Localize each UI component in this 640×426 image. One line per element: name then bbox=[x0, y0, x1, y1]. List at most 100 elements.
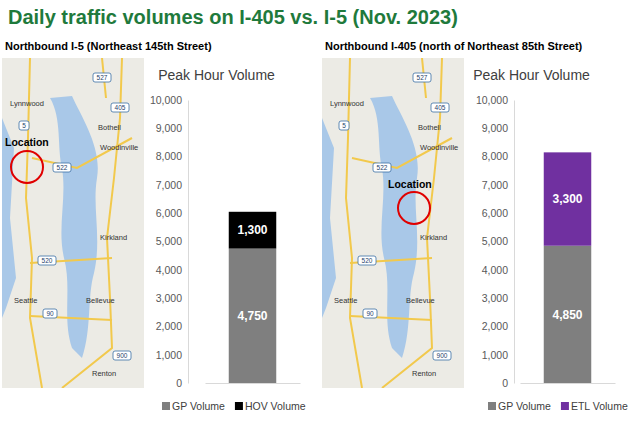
legend-swatch bbox=[488, 402, 496, 410]
panel-heading: Northbound I-405 (north of Northeast 85t… bbox=[325, 40, 583, 52]
legend-swatch bbox=[561, 402, 569, 410]
y-tick: 3,000 bbox=[482, 292, 514, 304]
highway bbox=[30, 316, 112, 320]
city-label: Bothell bbox=[98, 123, 121, 132]
y-tick-label: 0 bbox=[502, 377, 508, 389]
y-tick-label: 4,000 bbox=[156, 264, 182, 276]
y-tick-label: 10,000 bbox=[150, 94, 182, 106]
legend: GP VolumeETL Volume bbox=[488, 400, 628, 412]
y-tick-label: 8,000 bbox=[156, 150, 182, 162]
y-tick: 5,000 bbox=[482, 235, 514, 247]
y-tick: 6,000 bbox=[156, 207, 188, 219]
y-tick-label: 10,000 bbox=[476, 94, 508, 106]
y-axis: 0 1,000 2,000 3,000 4,000 5,000 6,000 7,000 8,00… bbox=[150, 94, 189, 389]
y-tick: 8,000 bbox=[156, 150, 188, 162]
city-label: Seattle bbox=[334, 296, 357, 305]
route-label: 900 bbox=[117, 352, 128, 359]
city-label: Renton bbox=[92, 369, 116, 378]
bars bbox=[544, 152, 592, 383]
route-label: 522 bbox=[57, 164, 68, 171]
city-label: Lynnwood bbox=[10, 99, 44, 108]
y-tick: 2,000 bbox=[156, 320, 188, 332]
data-labels: 4,750 1,300 bbox=[237, 223, 267, 323]
y-tick-label: 6,000 bbox=[156, 207, 182, 219]
x-axis-line bbox=[521, 383, 616, 384]
map-background bbox=[2, 58, 144, 388]
route-shield bbox=[358, 256, 376, 265]
y-tick: 1,000 bbox=[156, 349, 188, 361]
data-label: 1,300 bbox=[237, 223, 267, 237]
y-tick: 6,000 bbox=[482, 207, 514, 219]
highway bbox=[350, 258, 432, 263]
route-label: 520 bbox=[42, 257, 53, 264]
y-tick-label: 7,000 bbox=[156, 179, 182, 191]
y-tick: 1,000 bbox=[482, 349, 514, 361]
y-tick-label: 2,000 bbox=[156, 320, 182, 332]
y-tick: 0 bbox=[502, 377, 514, 389]
route-shield bbox=[363, 309, 377, 318]
highway bbox=[350, 316, 432, 320]
y-tick: 10,000 bbox=[150, 94, 188, 106]
map-background bbox=[322, 58, 464, 388]
y-tick-label: 1,000 bbox=[156, 349, 182, 361]
bars bbox=[229, 212, 277, 383]
y-tick: 4,000 bbox=[156, 264, 188, 276]
y-tick-label: 4,000 bbox=[482, 264, 508, 276]
route-shield bbox=[431, 103, 449, 112]
route-shield bbox=[433, 351, 451, 360]
data-label: 4,750 bbox=[237, 309, 267, 323]
y-tick-label: 5,000 bbox=[156, 235, 182, 247]
y-tick: 5,000 bbox=[156, 235, 188, 247]
city-label: Kirkland bbox=[420, 233, 447, 242]
map-base: 527405552252090900 bbox=[322, 58, 464, 388]
route-label: 405 bbox=[435, 104, 446, 111]
bar-segment bbox=[544, 152, 592, 245]
route-shield bbox=[413, 73, 431, 82]
legend-label: HOV Volume bbox=[245, 400, 306, 412]
city-label: Kirkland bbox=[100, 233, 127, 242]
y-tick: 10,000 bbox=[476, 94, 514, 106]
y-tick-label: 5,000 bbox=[482, 235, 508, 247]
legend-swatch bbox=[162, 402, 170, 410]
legend-label: ETL Volume bbox=[571, 400, 628, 412]
page-title: Daily traffic volumes on I-405 vs. I-5 (… bbox=[8, 6, 458, 28]
chart-title: Peak Hour Volume bbox=[473, 67, 590, 83]
location-circle bbox=[398, 192, 430, 224]
y-tick: 8,000 bbox=[482, 150, 514, 162]
city-label: Renton bbox=[412, 369, 436, 378]
route-label: 520 bbox=[362, 257, 373, 264]
y-axis-line bbox=[514, 101, 515, 384]
city-label: Woodinville bbox=[420, 143, 458, 152]
route-shield bbox=[38, 256, 56, 265]
y-tick-label: 0 bbox=[176, 377, 182, 389]
puget-sound bbox=[2, 118, 16, 318]
route-label: 5 bbox=[342, 122, 346, 129]
y-axis: 0 1,000 2,000 3,000 4,000 5,000 6,000 7,000 8,00… bbox=[476, 94, 515, 389]
route-label: 522 bbox=[377, 164, 388, 171]
highway bbox=[30, 258, 112, 263]
map-base: 527405552252090900 bbox=[2, 58, 144, 388]
data-label: 3,300 bbox=[552, 192, 582, 206]
route-label: 900 bbox=[437, 352, 448, 359]
y-tick: 2,000 bbox=[482, 320, 514, 332]
bar-segment bbox=[229, 249, 277, 383]
location-label: Location bbox=[5, 136, 49, 148]
route-shield bbox=[113, 351, 131, 360]
city-label: Bellevue bbox=[86, 296, 115, 305]
location-circle bbox=[11, 151, 43, 183]
city-label: Bothell bbox=[418, 123, 441, 132]
y-tick: 3,000 bbox=[156, 292, 188, 304]
y-tick-label: 7,000 bbox=[482, 179, 508, 191]
city-label: Bellevue bbox=[406, 296, 435, 305]
puget-sound bbox=[322, 118, 336, 318]
y-tick-label: 1,000 bbox=[482, 349, 508, 361]
y-axis-line bbox=[188, 101, 189, 384]
route-label: 405 bbox=[115, 104, 126, 111]
y-tick: 7,000 bbox=[482, 179, 514, 191]
route-shield bbox=[339, 121, 349, 130]
route-shield bbox=[43, 309, 57, 318]
bar-segment bbox=[544, 246, 592, 383]
legend: GP VolumeHOV Volume bbox=[162, 400, 306, 412]
bar-segment bbox=[229, 212, 277, 249]
route-label: 90 bbox=[46, 310, 54, 317]
